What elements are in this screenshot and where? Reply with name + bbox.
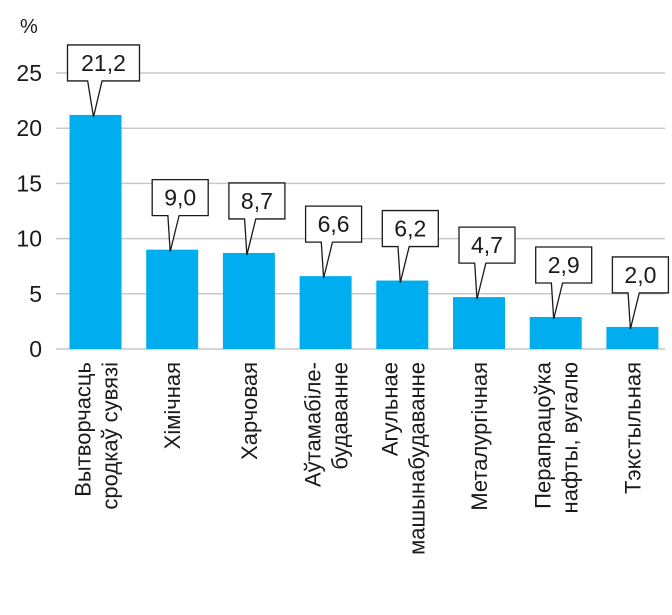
bar — [69, 114, 122, 350]
x-tick-label-line: Агульнае — [377, 362, 402, 456]
x-tick-label: Вытворчасць сродкаў сувязі — [71, 362, 123, 510]
data-label-callout — [304, 205, 363, 279]
data-label: 6,2 — [394, 216, 426, 242]
x-tick-label-line: Тэкстыльная — [620, 362, 645, 494]
x-tick-label: Хімічная — [160, 362, 185, 449]
data-labels: 21,2 9,0 8,7 6,6 6,2 4,7 2,9 2,0 — [66, 44, 670, 330]
x-tick-label-line: Хімічная — [160, 362, 185, 449]
y-tick-label: 15 — [16, 170, 42, 196]
bar — [606, 326, 659, 349]
y-unit-label: % — [20, 16, 38, 38]
bar — [529, 316, 582, 349]
y-axis-ticks: 0 5 10 15 20 25 — [16, 60, 42, 362]
x-tick-label-line: Аўтамабіле- — [301, 362, 326, 487]
data-label-callout — [535, 246, 593, 320]
data-label: 21,2 — [81, 50, 126, 76]
bar — [376, 280, 429, 349]
y-tick-label: 5 — [29, 281, 42, 307]
bars — [69, 114, 659, 350]
y-tick-label: 25 — [16, 60, 42, 86]
data-label-callout — [66, 44, 141, 118]
data-label-callout — [381, 209, 439, 283]
data-label-callout — [151, 178, 209, 252]
bar — [453, 297, 505, 349]
data-label-callout — [228, 182, 286, 256]
x-tick-label-line: нафты, вугалю — [558, 362, 583, 513]
x-tick-label-line: сродкаў сувязі — [98, 362, 123, 510]
x-tick-label: Перапрацоўка нафты, вугалю — [531, 361, 583, 513]
bar — [146, 249, 199, 349]
data-label: 6,6 — [318, 211, 350, 237]
bar — [299, 276, 352, 349]
x-tick-label-line: Перапрацоўка — [531, 361, 556, 509]
x-tick-label-line: Харчовая — [237, 362, 262, 460]
data-label-callout — [611, 256, 670, 330]
data-label: 9,0 — [164, 185, 196, 211]
x-tick-label: Агульнае машынабудаванне — [377, 362, 429, 555]
x-tick-label: Харчовая — [237, 362, 262, 460]
bar — [222, 252, 275, 349]
data-label: 2,9 — [548, 252, 580, 278]
data-label: 8,7 — [241, 188, 273, 214]
data-label: 4,7 — [471, 232, 503, 258]
data-label-callout — [458, 226, 516, 300]
x-tick-label: Металургічная — [467, 362, 492, 511]
x-tick-label-line: Металургічная — [467, 362, 492, 511]
y-tick-label: 20 — [16, 115, 42, 141]
x-tick-label: Тэкстыльная — [620, 362, 645, 494]
x-tick-label-line: Вытворчасць — [71, 362, 96, 497]
y-tick-label: 0 — [29, 336, 42, 362]
y-tick-label: 10 — [16, 226, 42, 252]
data-label: 2,0 — [624, 262, 656, 288]
x-tick-label-line: будаванне — [328, 362, 353, 470]
x-tick-label: Аўтамабіле-будаванне — [301, 362, 353, 487]
x-axis-labels: Вытворчасць сродкаў сувязі Хімічная Харчова… — [71, 361, 646, 555]
x-tick-label-line: машынабудаванне — [404, 362, 429, 555]
